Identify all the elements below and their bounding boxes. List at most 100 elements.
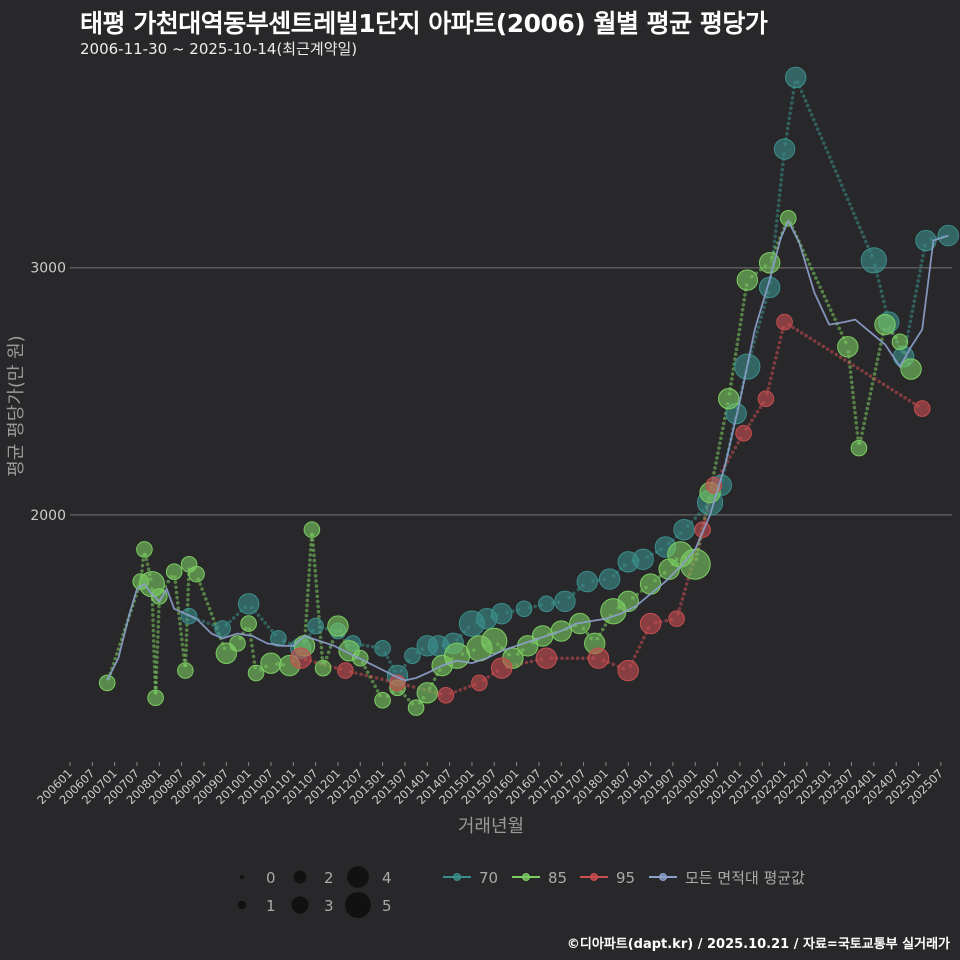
series-95-trail-dot	[769, 376, 773, 381]
series-95-trail-dot	[770, 371, 774, 375]
series-95-trail-dot	[684, 582, 689, 586]
series-70-trail-dot	[774, 224, 779, 228]
size-legend-circle	[240, 875, 244, 879]
series-85-trail-dot	[151, 633, 156, 638]
series-70-trail-dot	[773, 234, 777, 239]
series-95-trail-dot	[380, 677, 384, 682]
series-85-point	[679, 548, 711, 580]
series-70-trail-dot	[763, 300, 768, 305]
series-85-trail-dot	[853, 415, 858, 420]
series-95-trail-dot	[775, 350, 779, 355]
series-95-trail-dot	[570, 656, 575, 660]
series-70-trail-dot	[758, 320, 762, 324]
series-85-trail-dot	[811, 271, 816, 276]
series-85-trail-dot	[818, 285, 822, 289]
series-70-trail-dot	[858, 225, 862, 230]
series-70-trail-dot	[755, 330, 759, 334]
series-95-trail-dot	[458, 688, 463, 692]
series-95-point	[437, 686, 455, 704]
size-legend-label: 5	[382, 897, 392, 915]
series-85-point	[177, 662, 194, 679]
series-85-trail-dot	[184, 638, 189, 642]
series-85-point	[327, 615, 349, 637]
series-70-trail-dot	[206, 621, 211, 626]
series-70-trail-dot	[813, 122, 818, 127]
series-70-trail-dot	[839, 183, 844, 188]
series-85-trail-dot	[315, 594, 320, 599]
size-legend-circle	[345, 892, 371, 918]
series-95-trail-dot	[406, 683, 411, 688]
series-85-trail-dot	[863, 416, 868, 421]
series-70-trail-dot	[833, 169, 838, 174]
series-85-trail-dot	[186, 592, 190, 597]
legend-key-dot	[590, 873, 598, 881]
series-70-trail-dot	[823, 145, 828, 150]
series-85-trail-dot	[856, 436, 860, 440]
series-95-point	[490, 657, 513, 679]
series-85-trail-dot	[157, 604, 161, 609]
series-70-trail-dot	[753, 335, 758, 339]
series-85-trail-dot	[862, 421, 866, 426]
series-85-trail-dot	[403, 693, 407, 698]
series-85-trail-dot	[207, 606, 212, 611]
series-85-trail-dot	[308, 548, 313, 552]
series-85-trail-dot	[406, 697, 411, 702]
series-85-trail-dot	[875, 357, 880, 361]
series-85-trail-dot	[736, 337, 740, 342]
series-85-point	[260, 652, 282, 674]
series-85-trail-dot	[155, 655, 159, 660]
series-85-trail-dot	[311, 543, 315, 547]
series-85-trail-dot	[173, 580, 178, 584]
series-85-trail-dot	[872, 372, 877, 376]
series-70-trail-dot	[908, 319, 913, 324]
legend-label: 70	[479, 869, 498, 887]
series-85-trail-dot	[730, 377, 734, 381]
series-85-trail-dot	[740, 307, 745, 312]
series-95-trail-dot	[873, 377, 877, 381]
series-85-trail-dot	[867, 396, 872, 401]
chart-subtitle: 2006-11-30 ~ 2025-10-14(최근계약일)	[80, 40, 358, 58]
size-legend-label: 1	[266, 897, 276, 915]
series-95-point	[757, 390, 775, 408]
series-70-point	[237, 593, 260, 615]
legend-key-dot	[659, 873, 667, 881]
series-70-trail-dot	[875, 273, 880, 278]
series-95-point	[639, 612, 662, 635]
series-70-point	[860, 247, 887, 274]
series-85-trail-dot	[154, 665, 159, 670]
series-70-trail-dot	[778, 188, 782, 192]
source-caption: ©디아파트(dapt.kr) / 2025.10.21 / 자료=국토교통부 실…	[566, 937, 950, 952]
series-95-trail-dot	[467, 684, 472, 689]
series-85-trail-dot	[854, 420, 858, 425]
series-70-trail-dot	[228, 619, 232, 624]
series-85-point	[837, 336, 859, 358]
series-85-trail-dot	[826, 303, 831, 308]
series-85-trail-dot	[152, 654, 157, 659]
series-85-trail-dot	[155, 660, 159, 665]
series-85-trail-dot	[150, 608, 155, 612]
series-85-point	[374, 691, 391, 709]
series-95-trail-dot	[637, 645, 642, 649]
series-85-trail-dot	[878, 347, 882, 352]
series-95-trail-dot	[755, 409, 760, 414]
series-70-trail-dot	[772, 239, 777, 244]
series-70-point	[515, 600, 533, 618]
series-70-trail-dot	[385, 655, 390, 660]
series-70-trail-dot	[235, 612, 240, 617]
series-95-trail-dot	[664, 618, 668, 623]
series-95-point	[913, 400, 931, 417]
series-95-trail-dot	[679, 602, 683, 606]
series-85-trail-dot	[737, 327, 742, 332]
series-70-point	[673, 518, 695, 541]
series-95-trail-dot	[795, 328, 800, 332]
series-70-trail-dot	[388, 660, 392, 664]
series-85-trail-dot	[200, 587, 204, 591]
series-70-trail-dot	[920, 258, 924, 263]
series-95-trail-dot	[830, 350, 834, 354]
series-95-trail-dot	[369, 674, 374, 679]
series-85-trail-dot	[731, 367, 736, 371]
series-70-trail-dot	[879, 289, 884, 293]
series-70-point	[598, 568, 621, 590]
series-70-trail-dot	[848, 202, 852, 206]
